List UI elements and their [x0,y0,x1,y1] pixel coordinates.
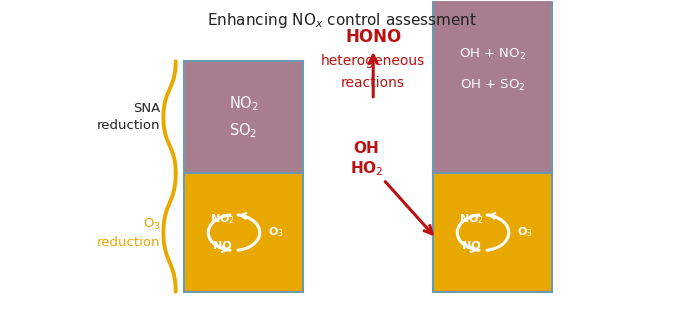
Text: NO$_2$: NO$_2$ [210,212,235,226]
Text: reactions: reactions [341,76,406,90]
Text: SNA
reduction: SNA reduction [97,102,161,132]
Text: heterogeneous: heterogeneous [321,54,425,68]
Bar [184,61,303,173]
Text: NO$_2$: NO$_2$ [459,212,484,226]
Bar [184,173,303,292]
Text: OH: OH [353,141,379,156]
Text: HO$_2$: HO$_2$ [349,159,383,178]
Text: O$_3$
reduction: O$_3$ reduction [97,216,161,249]
Text: Enhancing NO$_x$ control assessment: Enhancing NO$_x$ control assessment [208,11,477,30]
Text: OH + NO$_2$: OH + NO$_2$ [459,47,526,62]
Bar [433,0,552,173]
Text: HONO: HONO [345,28,401,46]
Text: SO$_2$: SO$_2$ [229,122,258,140]
Text: O$_3$: O$_3$ [268,226,284,239]
Bar [433,173,552,292]
Text: NO$_2$: NO$_2$ [229,95,258,113]
Text: NO: NO [213,241,232,251]
Text: NO: NO [462,241,480,251]
Text: OH + SO$_2$: OH + SO$_2$ [460,78,525,93]
Text: O$_3$: O$_3$ [516,226,532,239]
